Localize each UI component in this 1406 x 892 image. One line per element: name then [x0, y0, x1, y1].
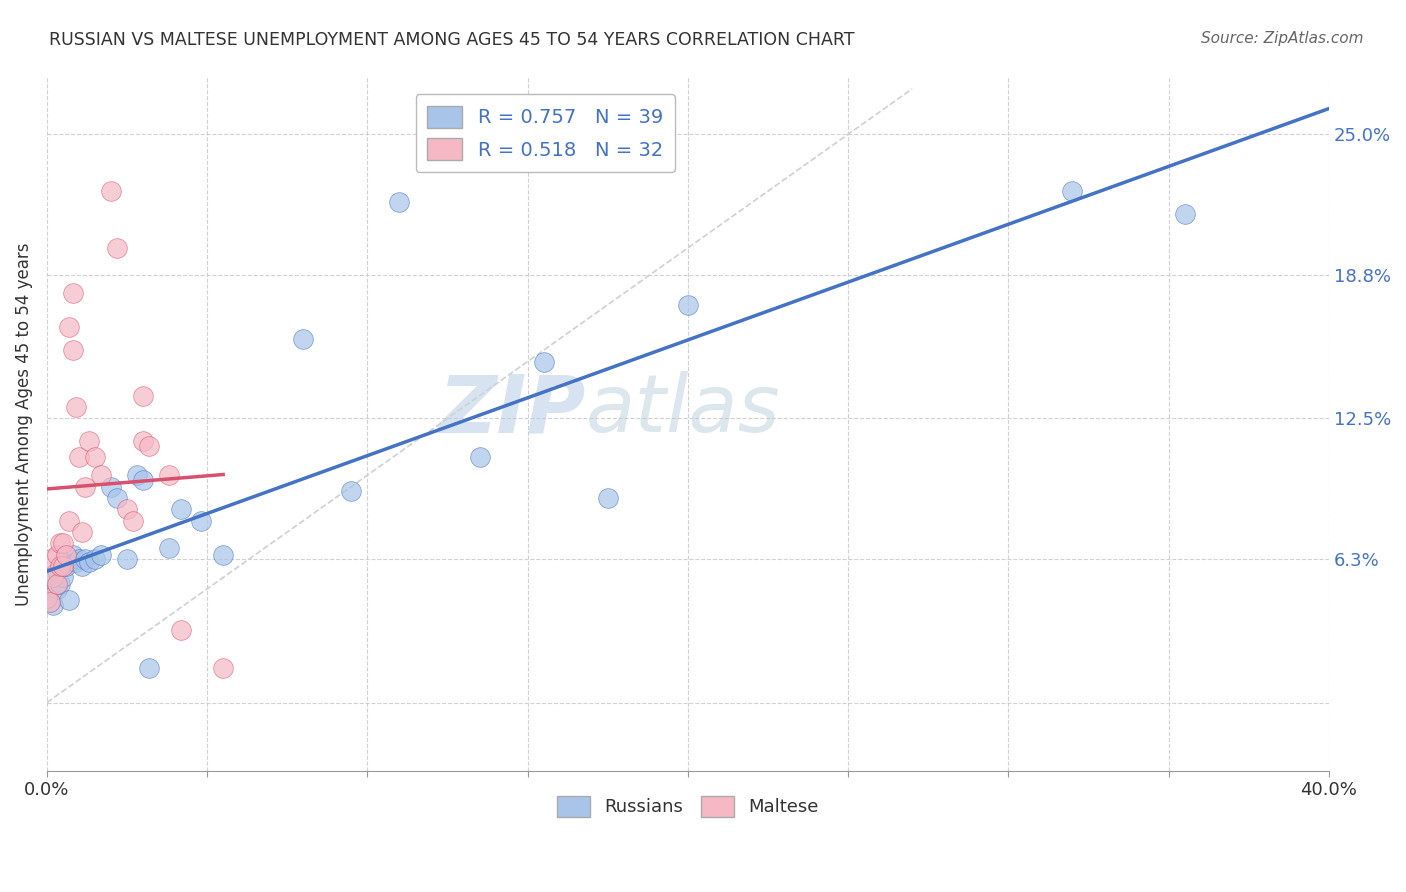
Point: [55, 559, 77, 574]
Point: [190, 514, 212, 528]
Point: [58, 514, 80, 528]
Point: [84, 552, 107, 566]
Point: [1062, 184, 1084, 198]
Point: [42, 598, 65, 612]
Point: [115, 502, 138, 516]
Point: [533, 354, 555, 368]
Point: [292, 332, 315, 346]
Point: [100, 479, 122, 493]
Y-axis label: Unemployment Among Ages 45 to 54 years: Unemployment Among Ages 45 to 54 years: [15, 243, 32, 606]
Point: [70, 524, 93, 539]
Text: atlas: atlas: [585, 371, 780, 450]
Point: [48, 559, 70, 574]
Point: [157, 468, 180, 483]
Point: [138, 439, 160, 453]
Text: RUSSIAN VS MALTESE UNEMPLOYMENT AMONG AGES 45 TO 54 YEARS CORRELATION CHART: RUSSIAN VS MALTESE UNEMPLOYMENT AMONG AG…: [49, 31, 855, 49]
Point: [388, 195, 411, 210]
Text: Source: ZipAtlas.com: Source: ZipAtlas.com: [1201, 31, 1364, 46]
Point: [170, 623, 193, 637]
Point: [39, 552, 62, 566]
Point: [77, 434, 100, 449]
Point: [75, 552, 97, 566]
Point: [170, 502, 193, 516]
Point: [58, 593, 80, 607]
Point: [100, 184, 122, 198]
Point: [65, 555, 87, 569]
Point: [48, 536, 70, 550]
Point: [45, 577, 67, 591]
Point: [138, 661, 160, 675]
Point: [122, 514, 145, 528]
Point: [39, 595, 62, 609]
Point: [52, 559, 75, 574]
Point: [42, 570, 65, 584]
Point: [58, 320, 80, 334]
Point: [35, 591, 58, 605]
Point: [115, 552, 138, 566]
Point: [676, 298, 699, 312]
Point: [157, 541, 180, 555]
Point: [75, 479, 97, 493]
Point: [84, 450, 107, 464]
Point: [212, 661, 235, 675]
Point: [70, 559, 93, 574]
Text: ZIP: ZIP: [437, 371, 585, 450]
Point: [67, 552, 90, 566]
Point: [125, 468, 148, 483]
Point: [132, 389, 155, 403]
Point: [62, 286, 84, 301]
Point: [35, 591, 58, 605]
Point: [52, 536, 75, 550]
Point: [55, 548, 77, 562]
Point: [90, 468, 112, 483]
Point: [52, 555, 75, 569]
Point: [212, 548, 235, 562]
Legend: Russians, Maltese: Russians, Maltese: [550, 789, 825, 824]
Point: [132, 473, 155, 487]
Point: [48, 577, 70, 591]
Point: [62, 548, 84, 562]
Point: [42, 568, 65, 582]
Point: [468, 450, 491, 464]
Point: [45, 582, 67, 596]
Point: [105, 491, 128, 505]
Point: [596, 491, 619, 505]
Point: [340, 484, 363, 499]
Point: [62, 343, 84, 358]
Point: [65, 400, 87, 414]
Point: [132, 434, 155, 449]
Point: [45, 564, 67, 578]
Point: [52, 570, 75, 584]
Point: [105, 241, 128, 255]
Point: [1174, 207, 1197, 221]
Point: [39, 582, 62, 596]
Point: [39, 595, 62, 609]
Point: [45, 548, 67, 562]
Point: [67, 450, 90, 464]
Point: [77, 555, 100, 569]
Point: [90, 548, 112, 562]
